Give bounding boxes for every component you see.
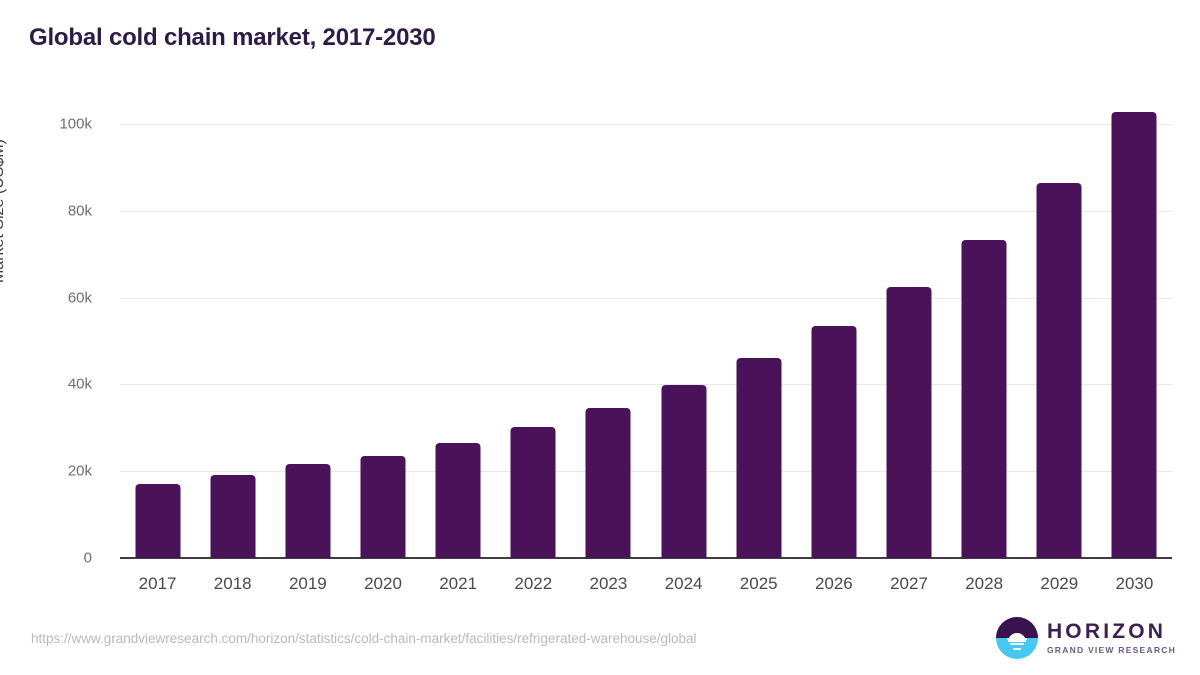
gridline (120, 210, 1172, 212)
x-axis-tick-label-2017: 2017 (138, 574, 177, 593)
bar-band: 2025 (721, 124, 796, 593)
horizon-logo: HORIZON GRAND VIEW RESEARCH (995, 617, 1176, 659)
bar-2025[interactable] (736, 357, 782, 558)
logo-name: HORIZON (1046, 620, 1167, 644)
x-axis-tick-label-2018: 2018 (213, 574, 252, 593)
bar-series: 2017 2018 2019 2020 2021 2022 2023 2024 2025 2026… (120, 111, 1172, 593)
bar-2018[interactable] (210, 474, 256, 558)
bar-2020[interactable] (360, 456, 406, 558)
x-axis-tick-label-2030: 2030 (1115, 574, 1154, 593)
plot-area: 2017 2018 2019 2020 2021 2022 2023 2024 2025 2026… (120, 111, 1172, 593)
y-axis-tick-label: 100k (59, 115, 92, 133)
gridline (120, 124, 1172, 125)
gridline (120, 297, 1172, 299)
bar-band: 2021 (421, 124, 496, 593)
y-axis-tick-label: 80k (67, 202, 92, 220)
bar-2022[interactable] (510, 426, 556, 558)
x-axis-tick-label-2023: 2023 (589, 574, 628, 593)
bar-band: 2018 (195, 124, 270, 593)
bar-2027[interactable] (886, 287, 932, 558)
page-title: Global cold chain market, 2017-2030 (29, 24, 436, 51)
x-axis-tick-label-2020: 2020 (364, 574, 402, 593)
bar-2024[interactable] (661, 384, 707, 558)
y-axis-tick-label: 40k (67, 375, 92, 393)
x-axis-tick-label-2028: 2028 (965, 574, 1004, 593)
gridline (120, 471, 1172, 473)
x-axis-tick-label-2029: 2029 (1040, 574, 1079, 593)
bar-band: 2017 (120, 124, 195, 593)
bar-band: 2020 (345, 124, 420, 593)
source-url[interactable]: https://www.grandviewresearch.com/horizo… (31, 631, 697, 646)
logo-tagline: GRAND VIEW RESEARCH (1046, 645, 1176, 656)
x-axis-tick-label-2024: 2024 (664, 574, 703, 593)
bar-band: 2022 (496, 124, 571, 593)
bar-band: 2027 (871, 124, 946, 593)
bar-band: 2028 (947, 124, 1022, 593)
bar-band: 2030 (1097, 111, 1172, 593)
horizon-sunrise-icon (995, 617, 1038, 659)
bar-band: 2026 (796, 124, 871, 593)
bar-2021[interactable] (435, 442, 481, 558)
x-axis-tick-label-2026: 2026 (814, 574, 853, 593)
bar-band: 2024 (646, 124, 721, 593)
bar-band: 2029 (1022, 124, 1097, 593)
bar-2030[interactable] (1111, 111, 1157, 558)
y-axis-tick-label: 0 (83, 549, 92, 567)
x-axis-tick-label-2025: 2025 (739, 574, 778, 593)
bar-2028[interactable] (961, 239, 1007, 558)
bar-2017[interactable] (135, 484, 181, 558)
y-axis-tick-label: 60k (67, 289, 92, 307)
y-axis-tick-label: 20k (67, 462, 92, 480)
bar-2023[interactable] (585, 407, 631, 558)
x-axis-line (120, 557, 1172, 559)
bar-2029[interactable] (1036, 182, 1082, 558)
bar-2026[interactable] (811, 325, 857, 558)
bar-2019[interactable] (285, 463, 331, 558)
y-axis-title: Market Size (US$M) (0, 138, 7, 284)
x-axis-tick-label-2019: 2019 (288, 574, 327, 593)
bar-band: 2019 (270, 124, 345, 593)
x-axis-tick-label-2027: 2027 (890, 574, 928, 593)
x-axis-tick-label-2022: 2022 (514, 574, 553, 593)
logo-text: HORIZON GRAND VIEW RESEARCH (1047, 621, 1176, 655)
bar-band: 2023 (571, 124, 646, 593)
x-axis-tick-label-2021: 2021 (439, 574, 478, 593)
gridline (120, 384, 1172, 386)
